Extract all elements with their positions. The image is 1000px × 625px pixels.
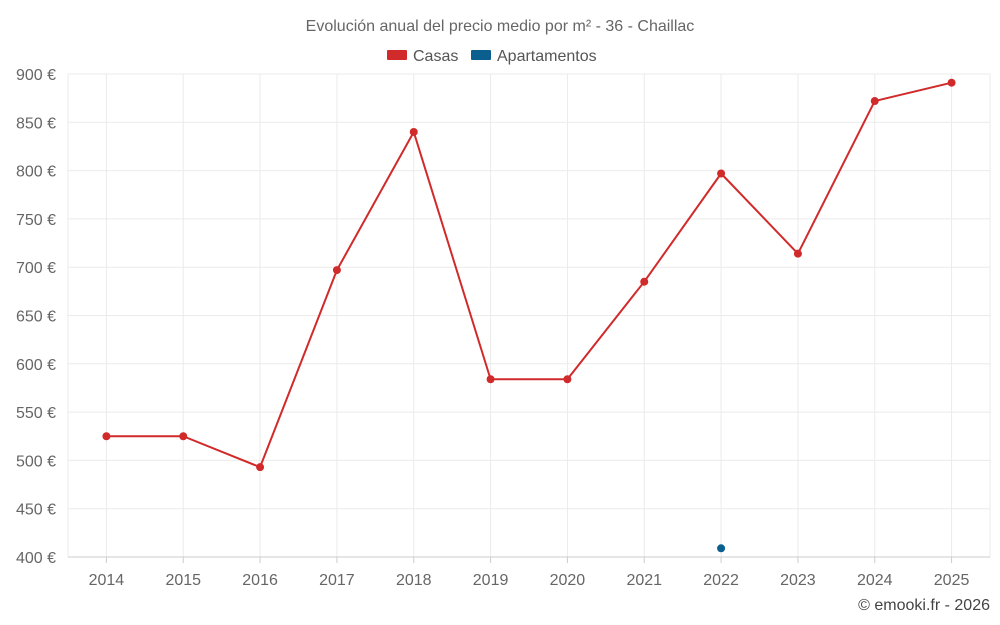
credit-text: © emooki.fr - 2026 — [858, 597, 990, 614]
legend-item-apartamentos[interactable]: Apartamentos — [471, 48, 597, 65]
x-tick-label: 2016 — [242, 572, 278, 589]
legend: Casas Apartamentos — [387, 48, 597, 65]
x-tick-label: 2020 — [550, 572, 586, 589]
legend-label-apartamentos: Apartamentos — [497, 48, 597, 65]
series — [102, 78, 956, 553]
data-point-casas-2022[interactable] — [717, 169, 726, 178]
x-tick-label: 2019 — [473, 572, 509, 589]
x-tick-label: 2017 — [319, 572, 355, 589]
y-tick-label: 700 € — [16, 260, 56, 277]
series-line-casas — [106, 81, 952, 469]
x-tick-label: 2021 — [626, 572, 662, 589]
data-point-casas-2021[interactable] — [640, 277, 649, 286]
data-point-casas-2025[interactable] — [947, 78, 956, 87]
data-point-casas-2020[interactable] — [563, 375, 572, 384]
y-tick-label: 800 € — [16, 164, 56, 181]
y-tick-label: 450 € — [16, 502, 56, 519]
legend-item-casas[interactable]: Casas — [387, 48, 458, 65]
gridlines — [67, 73, 991, 558]
data-point-casas-2023[interactable] — [793, 249, 802, 258]
data-point-casas-2014[interactable] — [102, 432, 111, 441]
x-tick-label: 2022 — [703, 572, 739, 589]
y-tick-label: 500 € — [16, 453, 56, 470]
x-tick-label: 2025 — [934, 572, 970, 589]
x-tick-label: 2024 — [857, 572, 893, 589]
legend-swatch-apartamentos — [471, 50, 491, 60]
y-tick-label: 850 € — [16, 115, 56, 132]
legend-label-casas: Casas — [413, 48, 458, 65]
data-point-casas-2018[interactable] — [409, 127, 418, 136]
chart-title: Evolución anual del precio medio por m² … — [306, 18, 695, 35]
x-tick-label: 2023 — [780, 572, 816, 589]
y-tick-label: 550 € — [16, 405, 56, 422]
data-point-casas-2016[interactable] — [256, 463, 265, 472]
y-tick-label: 900 € — [16, 67, 56, 84]
x-axis-ticks: 2014 2015 2016 2017 2018 2019 2020 2021 2022 2023… — [89, 557, 970, 589]
x-tick-label: 2018 — [396, 572, 432, 589]
x-tick-label: 2014 — [89, 572, 125, 589]
data-point-casas-2019[interactable] — [486, 375, 495, 384]
data-point-casas-2017[interactable] — [332, 266, 341, 275]
legend-swatch-casas — [387, 50, 407, 60]
y-tick-label: 750 € — [16, 212, 56, 229]
data-point-casas-2015[interactable] — [179, 432, 188, 441]
y-axis-ticks: 400 € 450 € 500 € 550 € 600 € 650 € 700 € 750 €… — [16, 67, 56, 567]
y-tick-label: 400 € — [16, 550, 56, 567]
series-casas — [102, 78, 956, 472]
data-point-casas-2024[interactable] — [870, 97, 879, 106]
x-tick-label: 2015 — [165, 572, 201, 589]
data-point-apartamentos-2022[interactable] — [717, 544, 726, 553]
y-tick-label: 600 € — [16, 357, 56, 374]
y-tick-label: 650 € — [16, 309, 56, 326]
series-apartamentos — [717, 544, 726, 553]
